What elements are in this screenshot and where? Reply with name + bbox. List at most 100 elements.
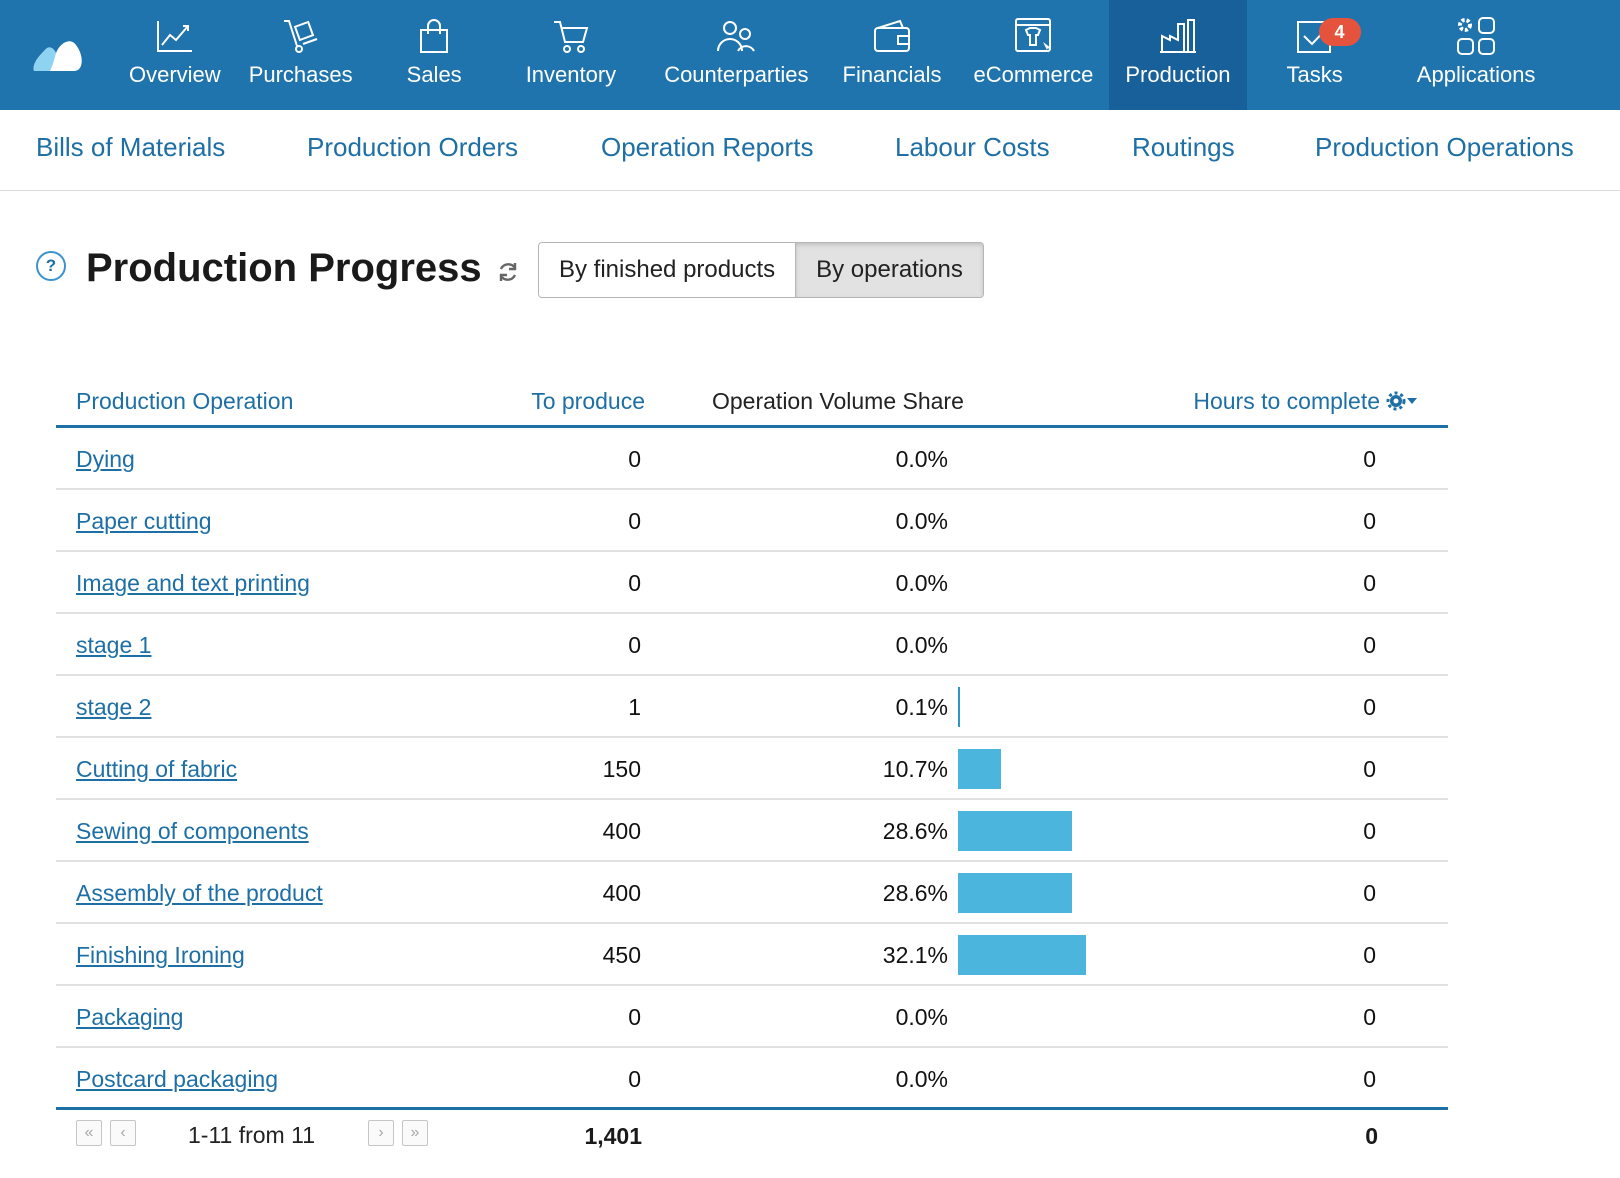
nav-sales[interactable]: Sales <box>367 0 502 110</box>
hand-truck-icon <box>283 20 317 53</box>
table-row: stage 2 1 0.1% 0 <box>56 676 1448 738</box>
nav-label: Applications <box>1416 62 1536 87</box>
nav-counterparties[interactable]: Counterparties <box>640 0 822 110</box>
column-header-operation[interactable]: Production Operation <box>76 388 294 414</box>
subnav-production-operations[interactable]: Production Operations <box>1315 132 1574 162</box>
to-produce-value: 150 <box>602 756 641 782</box>
to-produce-value: 0 <box>628 508 641 534</box>
help-icon[interactable]: ? <box>36 251 66 281</box>
operation-link[interactable]: Cutting of fabric <box>76 756 238 782</box>
table-row: Sewing of components 400 28.6% 0 <box>56 800 1448 862</box>
table-row: Packaging 0 0.0% 0 <box>56 986 1448 1048</box>
operation-link[interactable]: Dying <box>76 446 135 472</box>
operation-link[interactable]: stage 1 <box>76 632 152 658</box>
operation-link[interactable]: Assembly of the product <box>76 880 323 906</box>
share-value: 28.6% <box>882 818 948 844</box>
nav-label: Financials <box>842 62 942 87</box>
share-value: 0.0% <box>895 632 948 658</box>
table-body: Dying 0 0.0% 0 Paper cutting 0 0.0% 0 Image and … <box>56 428 1448 1110</box>
nav-financials[interactable]: Financials <box>823 0 960 110</box>
to-produce-value: 1 <box>628 694 641 720</box>
subnav-labour-costs[interactable]: Labour Costs <box>895 132 1050 162</box>
hours-value: 0 <box>1363 1004 1376 1030</box>
subnav-routings[interactable]: Routings <box>1132 132 1235 162</box>
caret-down-icon <box>1407 398 1417 404</box>
nav-inventory[interactable]: Inventory <box>502 0 641 110</box>
shop-window-icon <box>1015 18 1052 54</box>
subnav-operation-reports[interactable]: Operation Reports <box>601 132 814 162</box>
table-footer: « ‹ 1-11 from 11 › » 1,401 0 <box>56 1110 1448 1168</box>
shopping-bag-icon <box>420 19 449 53</box>
nav-label: Production <box>1125 62 1231 87</box>
nav-applications[interactable]: Applications <box>1383 0 1550 110</box>
nav-label: eCommerce <box>973 62 1094 87</box>
operation-link[interactable]: Postcard packaging <box>76 1066 279 1092</box>
table-row: Postcard packaging 0 0.0% 0 <box>56 1048 1448 1110</box>
hours-value: 0 <box>1363 694 1376 720</box>
column-settings-button[interactable] <box>1386 390 1420 412</box>
nav-label: Tasks <box>1286 62 1343 87</box>
total-hours: 0 <box>1365 1123 1378 1149</box>
hours-value: 0 <box>1363 880 1376 906</box>
tasks-count-badge: 4 <box>1318 18 1361 46</box>
prev-page-button[interactable]: ‹ <box>110 1120 136 1146</box>
share-value: 28.6% <box>882 880 948 906</box>
app-logo[interactable] <box>0 0 115 110</box>
column-header-hours[interactable]: Hours to complete <box>1193 388 1380 414</box>
share-value: 0.0% <box>895 1066 948 1092</box>
share-value: 32.1% <box>882 942 948 968</box>
next-page-button[interactable]: › <box>368 1120 394 1146</box>
operation-link[interactable]: Image and text printing <box>76 570 310 596</box>
table-row: Dying 0 0.0% 0 <box>56 428 1448 490</box>
to-produce-value: 0 <box>628 570 641 596</box>
share-value: 0.0% <box>895 570 948 596</box>
first-page-button[interactable]: « <box>76 1120 102 1146</box>
share-value: 0.1% <box>895 694 948 720</box>
top-navigation: Overview Purchases Sales Inventory Count… <box>0 0 1620 110</box>
operation-link[interactable]: stage 2 <box>76 694 152 720</box>
to-produce-value: 400 <box>602 818 641 844</box>
hours-value: 0 <box>1363 818 1376 844</box>
nav-production[interactable]: Production <box>1109 0 1247 110</box>
operation-link[interactable]: Sewing of components <box>76 818 309 844</box>
table-row: stage 1 0 0.0% 0 <box>56 614 1448 676</box>
share-value: 0.0% <box>895 1004 948 1030</box>
volume-share-bar <box>958 749 1001 789</box>
last-page-button[interactable]: » <box>402 1120 428 1146</box>
subnav-production-orders[interactable]: Production Orders <box>307 132 518 162</box>
nav-tasks[interactable]: Tasks 4 <box>1247 0 1383 110</box>
pagination-info: 1-11 from 11 <box>188 1122 315 1148</box>
volume-share-bar <box>958 687 960 727</box>
cloud-logo-icon <box>33 41 82 71</box>
table-row: Assembly of the product 400 28.6% 0 <box>56 862 1448 924</box>
operation-link[interactable]: Finishing Ironing <box>76 942 245 968</box>
gear-icon <box>1386 391 1406 411</box>
column-header-to-produce[interactable]: To produce <box>531 388 645 414</box>
table-row: Cutting of fabric 150 10.7% 0 <box>56 738 1448 800</box>
table-header: Production Operation To produce Operatio… <box>56 370 1448 428</box>
operation-link[interactable]: Packaging <box>76 1004 184 1030</box>
volume-share-bar <box>958 935 1086 975</box>
share-value: 10.7% <box>882 756 948 782</box>
volume-share-bar <box>958 811 1072 851</box>
hours-value: 0 <box>1363 632 1376 658</box>
by-operations-button[interactable]: By operations <box>795 243 983 297</box>
sub-navigation: Bills of Materials Production Orders Ope… <box>0 110 1620 191</box>
hours-value: 0 <box>1363 570 1376 596</box>
table-row: Image and text printing 0 0.0% 0 <box>56 552 1448 614</box>
subnav-bills-of-materials[interactable]: Bills of Materials <box>36 132 226 162</box>
nav-label: Inventory <box>525 62 617 87</box>
nav-overview[interactable]: Overview <box>115 0 235 110</box>
share-value: 0.0% <box>895 508 948 534</box>
nav-ecommerce[interactable]: eCommerce <box>960 0 1110 110</box>
share-value: 0.0% <box>895 446 948 472</box>
nav-purchases[interactable]: Purchases <box>235 0 367 110</box>
hours-value: 0 <box>1363 756 1376 782</box>
factory-icon <box>1159 19 1196 53</box>
refresh-icon[interactable] <box>496 260 520 284</box>
cart-icon <box>553 21 589 53</box>
operation-link[interactable]: Paper cutting <box>76 508 212 534</box>
to-produce-value: 450 <box>602 942 641 968</box>
view-toggle: By finished products By operations <box>538 242 984 298</box>
by-finished-products-button[interactable]: By finished products <box>539 243 796 297</box>
